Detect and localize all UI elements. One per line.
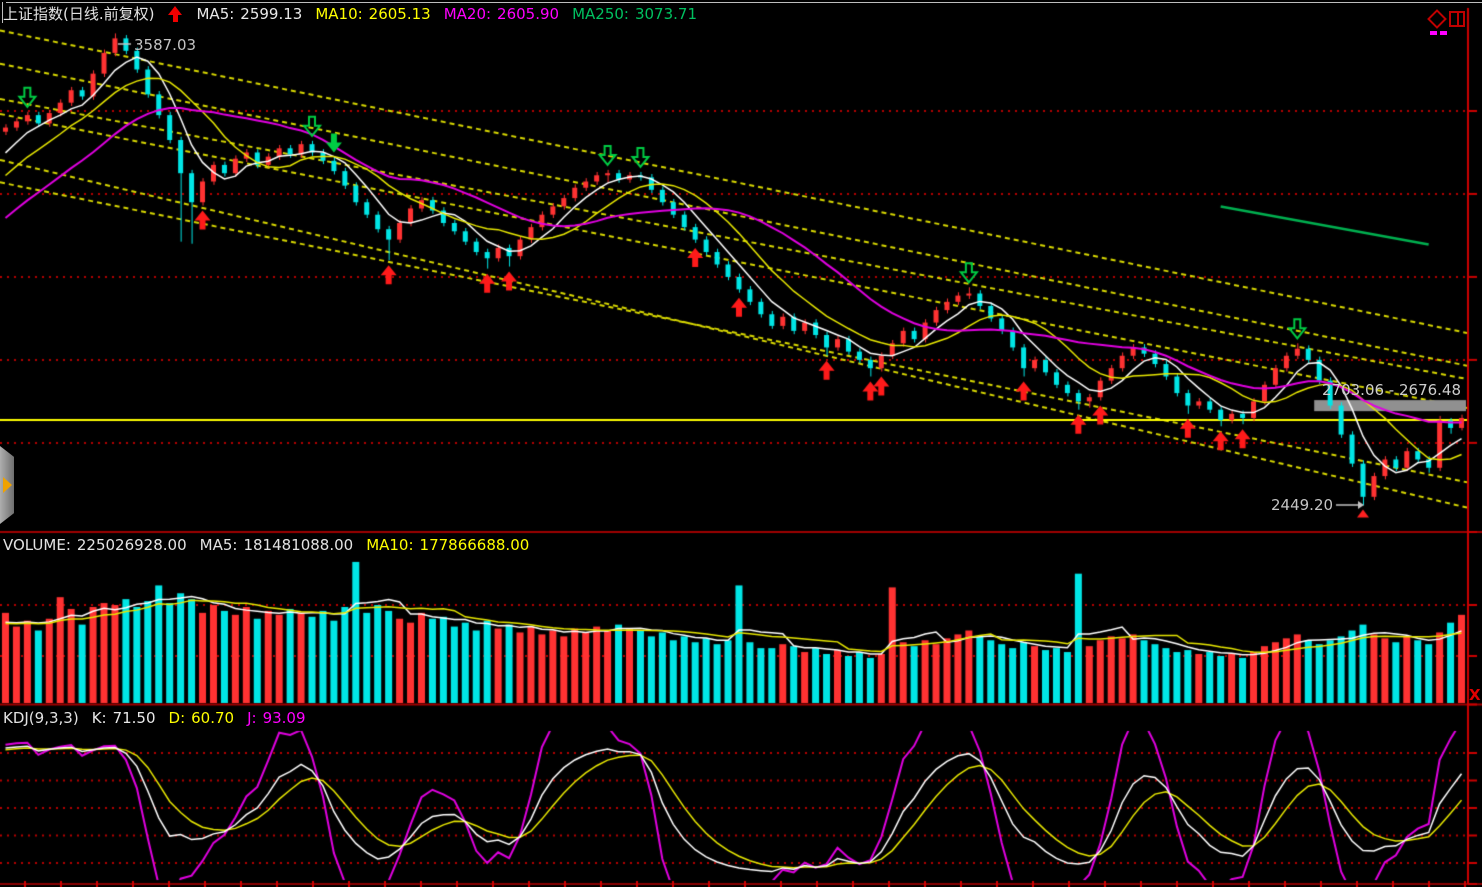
ma250-value: 3073.71 [634, 4, 697, 23]
split-window-divider [1457, 13, 1459, 25]
kdj-k-label: K: [91, 709, 107, 727]
kdj-panel-header: KDJ(9,3,3) K: 71.50 D: 60.70 J: 93.09 [3, 709, 306, 727]
ma20-label: MA20: [443, 4, 492, 23]
kdj-indicator-name: KDJ(9,3,3) [3, 709, 79, 727]
ma5-value: 2599.13 [240, 4, 303, 23]
kdj-d-label: D: [168, 709, 186, 727]
ma5-label: MA5: [196, 4, 235, 23]
ma250-readout: MA250: 3073.71 [572, 5, 697, 23]
volume-ma10-label: MA10: [366, 536, 414, 554]
kdj-k-value: 71.50 [112, 709, 156, 727]
volume-panel-header: VOLUME: 225026928.00 MA5: 181481088.00 M… [3, 536, 529, 554]
split-window-icon[interactable] [1449, 11, 1465, 27]
instrument-title: 上证指数(日线.前复权) [3, 5, 155, 23]
price-panel-header: 上证指数(日线.前复权) MA5: 2599.13 MA10: 2605.13 … [3, 3, 697, 24]
kdj-k-readout: K: 71.50 [92, 709, 156, 727]
volume-label: VOLUME: [3, 536, 71, 554]
volume-readout: VOLUME: 225026928.00 [3, 536, 187, 554]
kdj-d-value: 60.70 [191, 709, 235, 727]
range-band-annotation: 2703.06 - 2676.48 [1322, 381, 1462, 399]
volume-value: 225026928.00 [76, 536, 187, 554]
trend-up-arrow-icon [167, 5, 183, 22]
magenta-tick-left [1430, 31, 1437, 35]
ma20-value: 2605.90 [497, 4, 560, 23]
ma5-readout: MA5: 2599.13 [196, 5, 302, 23]
volume-ma5-readout: MA5: 181481088.00 [200, 536, 354, 554]
ma20-readout: MA20: 2605.90 [444, 5, 559, 23]
ma10-readout: MA10: 2605.13 [315, 5, 430, 23]
ma10-label: MA10: [315, 4, 363, 23]
volume-ma10-value: 177866688.00 [419, 536, 530, 554]
volume-ma5-value: 181481088.00 [243, 536, 354, 554]
ma250-label: MA250: [572, 4, 629, 23]
ma10-value: 2605.13 [368, 4, 431, 23]
expand-arrow-icon [3, 477, 12, 493]
kdj-d-readout: D: 60.70 [169, 709, 235, 727]
low-price-annotation: 2449.20 [1271, 496, 1334, 514]
sidebar-expand-handle[interactable] [0, 446, 14, 524]
peak-price-annotation: 3587.03 [134, 36, 197, 54]
window-left-border [2, 2, 3, 23]
volume-ma10-readout: MA10: 177866688.00 [366, 536, 529, 554]
kdj-j-label: J: [247, 709, 257, 727]
kdj-j-value: 93.09 [262, 709, 306, 727]
window-top-border [6, 2, 1482, 3]
kdj-j-readout: J: 93.09 [247, 709, 305, 727]
magenta-tick-right [1440, 31, 1447, 35]
volume-ma5-label: MA5: [199, 536, 238, 554]
panel-close-icon[interactable]: X [1469, 686, 1481, 704]
